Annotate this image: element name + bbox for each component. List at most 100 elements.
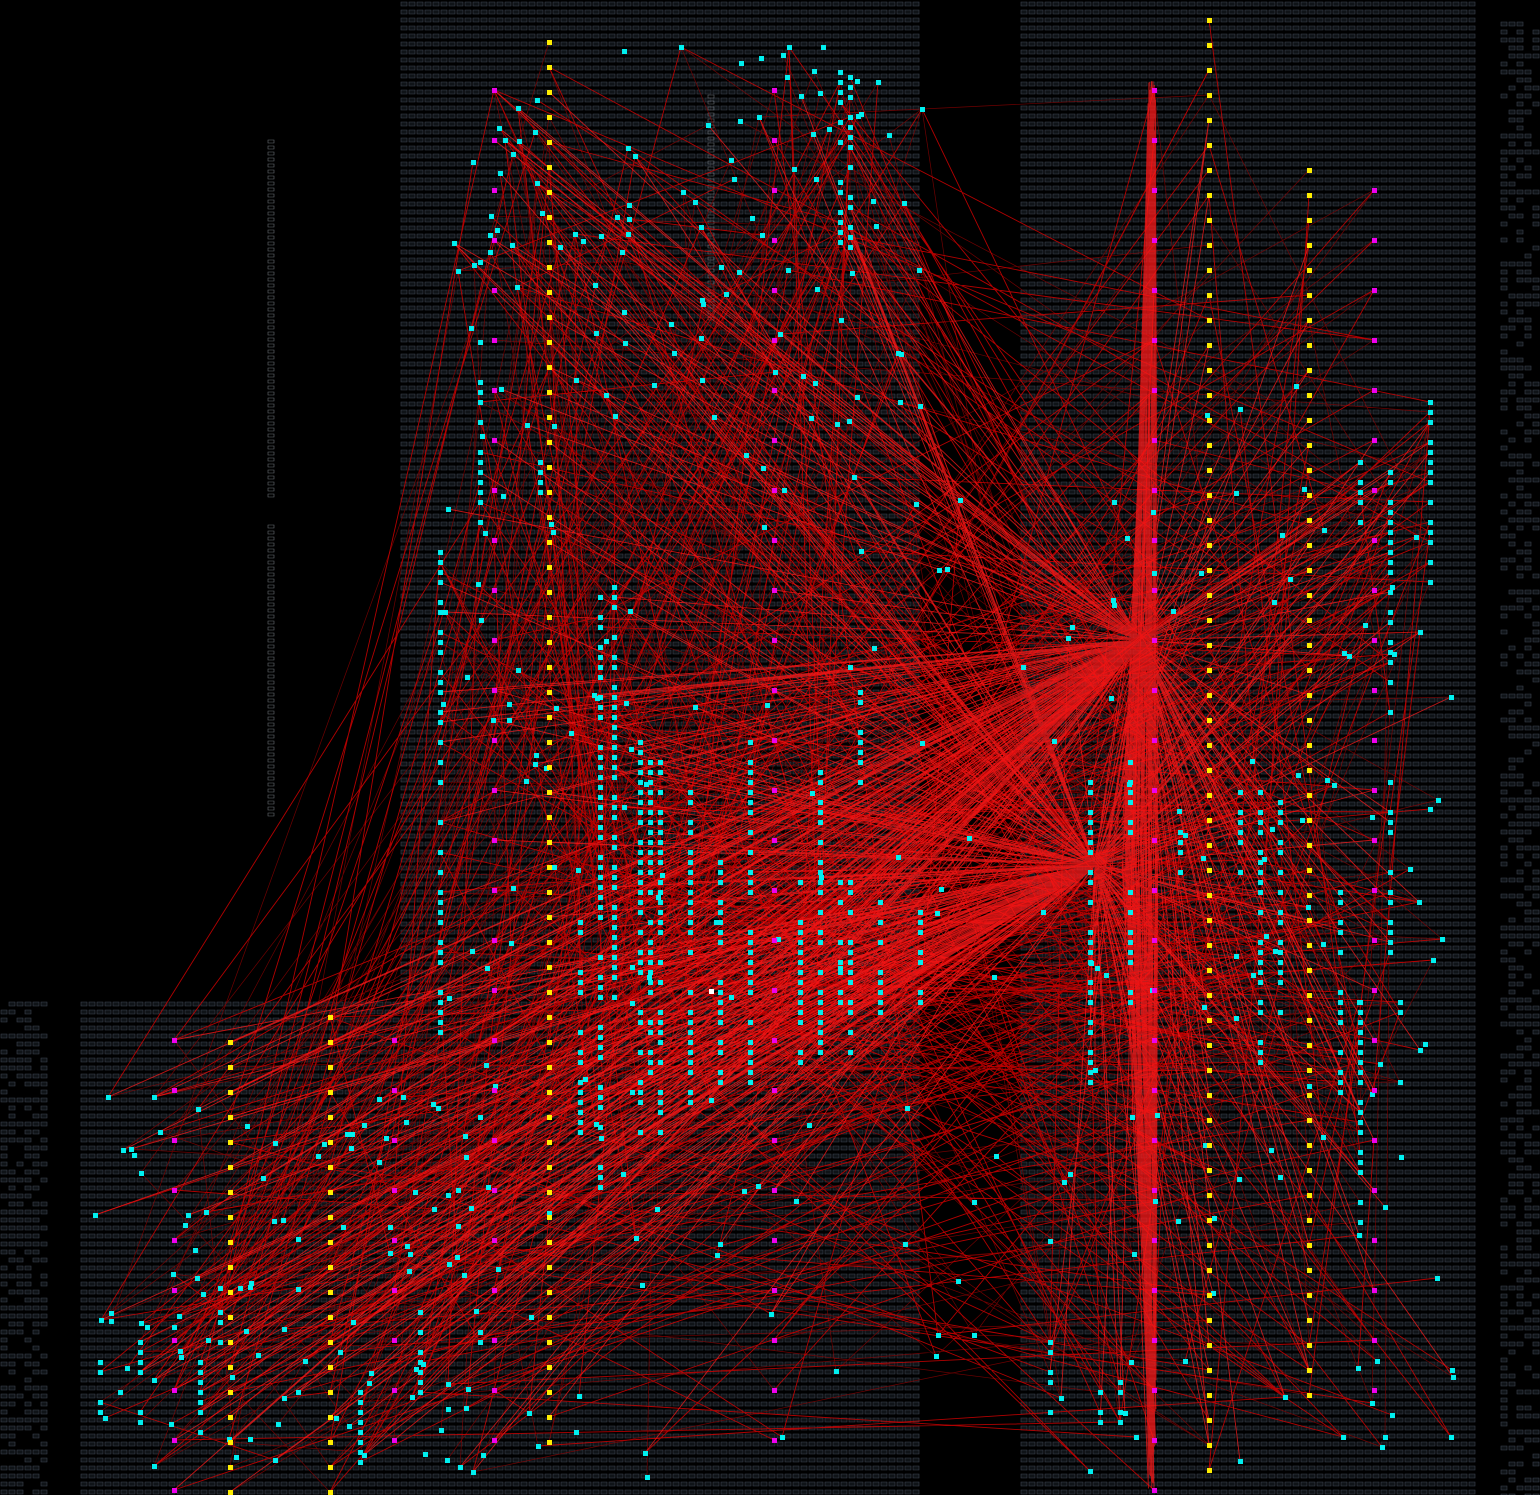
logic-cell[interactable] — [1258, 820, 1263, 825]
logic-cell[interactable] — [281, 1218, 286, 1223]
logic-cell[interactable] — [1155, 1113, 1160, 1118]
logic-cell[interactable] — [1388, 900, 1393, 905]
logic-cell[interactable] — [1449, 695, 1454, 700]
logic-cell[interactable] — [478, 520, 483, 525]
logic-cell[interactable] — [1128, 950, 1133, 955]
io-pad[interactable] — [1307, 993, 1312, 998]
logic-cell[interactable] — [612, 925, 617, 930]
io-pad[interactable] — [1152, 988, 1157, 993]
logic-cell[interactable] — [478, 380, 483, 385]
logic-cell[interactable] — [1428, 580, 1433, 585]
logic-cell[interactable] — [1171, 609, 1176, 614]
logic-cell[interactable] — [198, 1360, 203, 1365]
logic-cell[interactable] — [598, 705, 603, 710]
logic-cell[interactable] — [515, 285, 520, 290]
logic-cell[interactable] — [807, 1123, 812, 1128]
logic-cell[interactable] — [1258, 960, 1263, 965]
io-pad[interactable] — [492, 638, 497, 643]
logic-cell[interactable] — [620, 250, 625, 255]
logic-cell[interactable] — [786, 268, 791, 273]
logic-cell[interactable] — [688, 900, 693, 905]
io-pad[interactable] — [1307, 968, 1312, 973]
logic-cell[interactable] — [658, 1040, 663, 1045]
logic-cell[interactable] — [918, 990, 923, 995]
io-pad[interactable] — [1207, 893, 1212, 898]
logic-cell[interactable] — [718, 870, 723, 875]
logic-cell[interactable] — [458, 1465, 463, 1470]
logic-cell[interactable] — [638, 1020, 643, 1025]
io-pad[interactable] — [547, 315, 552, 320]
logic-cell[interactable] — [183, 1223, 188, 1228]
logic-cell[interactable] — [598, 1165, 603, 1170]
logic-cell[interactable] — [486, 1185, 491, 1190]
logic-cell[interactable] — [1358, 1020, 1363, 1025]
logic-cell[interactable] — [478, 490, 483, 495]
logic-cell[interactable] — [838, 80, 843, 85]
io-pad[interactable] — [547, 615, 552, 620]
logic-cell[interactable] — [484, 1063, 489, 1068]
logic-cell[interactable] — [658, 770, 663, 775]
logic-cell[interactable] — [139, 1171, 144, 1176]
io-pad[interactable] — [772, 1238, 777, 1243]
logic-cell[interactable] — [688, 890, 693, 895]
io-pad[interactable] — [228, 1490, 233, 1495]
logic-cell[interactable] — [536, 1444, 541, 1449]
logic-cell[interactable] — [1088, 980, 1093, 985]
logic-cell[interactable] — [598, 795, 603, 800]
io-pad[interactable] — [1307, 943, 1312, 948]
logic-cell[interactable] — [648, 860, 653, 865]
io-pad[interactable] — [1307, 1318, 1312, 1323]
logic-cell[interactable] — [848, 205, 853, 210]
logic-cell[interactable] — [497, 126, 502, 131]
logic-cell[interactable] — [819, 875, 824, 880]
logic-cell[interactable] — [578, 980, 583, 985]
io-pad[interactable] — [1207, 1093, 1212, 1098]
io-pad[interactable] — [1372, 588, 1377, 593]
logic-cell[interactable] — [612, 735, 617, 740]
io-pad[interactable] — [1307, 568, 1312, 573]
logic-cell[interactable] — [1338, 1000, 1343, 1005]
io-pad[interactable] — [228, 1165, 233, 1170]
logic-cell[interactable] — [358, 1400, 363, 1405]
logic-cell[interactable] — [388, 1251, 393, 1256]
logic-cell[interactable] — [972, 1200, 977, 1205]
io-pad[interactable] — [772, 988, 777, 993]
logic-cell[interactable] — [1258, 880, 1263, 885]
logic-cell[interactable] — [638, 970, 643, 975]
logic-cell[interactable] — [1332, 783, 1337, 788]
logic-cell[interactable] — [737, 270, 742, 275]
io-pad[interactable] — [1372, 488, 1377, 493]
logic-cell[interactable] — [405, 1244, 410, 1249]
logic-cell[interactable] — [1088, 850, 1093, 855]
io-pad[interactable] — [228, 1065, 233, 1070]
logic-cell[interactable] — [648, 810, 653, 815]
io-pad[interactable] — [1207, 568, 1212, 573]
io-pad[interactable] — [772, 388, 777, 393]
io-pad[interactable] — [228, 1240, 233, 1245]
io-pad[interactable] — [547, 1340, 552, 1345]
io-pad[interactable] — [772, 538, 777, 543]
logic-cell[interactable] — [1104, 973, 1109, 978]
logic-cell[interactable] — [413, 1190, 418, 1195]
io-pad[interactable] — [1307, 293, 1312, 298]
logic-cell[interactable] — [815, 287, 820, 292]
logic-cell[interactable] — [658, 890, 663, 895]
logic-cell[interactable] — [404, 1120, 409, 1125]
io-pad[interactable] — [1307, 918, 1312, 923]
logic-cell[interactable] — [818, 800, 823, 805]
io-pad[interactable] — [1372, 738, 1377, 743]
logic-cell[interactable] — [681, 190, 686, 195]
logic-cell[interactable] — [1088, 1080, 1093, 1085]
logic-cell[interactable] — [658, 1110, 663, 1115]
logic-cell[interactable] — [748, 810, 753, 815]
logic-cell[interactable] — [273, 1141, 278, 1146]
io-pad[interactable] — [492, 1088, 497, 1093]
logic-cell[interactable] — [478, 450, 483, 455]
logic-cell[interactable] — [638, 810, 643, 815]
logic-cell[interactable] — [1338, 890, 1343, 895]
logic-cell[interactable] — [700, 298, 705, 303]
io-pad[interactable] — [1372, 188, 1377, 193]
logic-cell[interactable] — [438, 1000, 443, 1005]
io-pad[interactable] — [547, 1290, 552, 1295]
logic-cell[interactable] — [478, 1115, 483, 1120]
